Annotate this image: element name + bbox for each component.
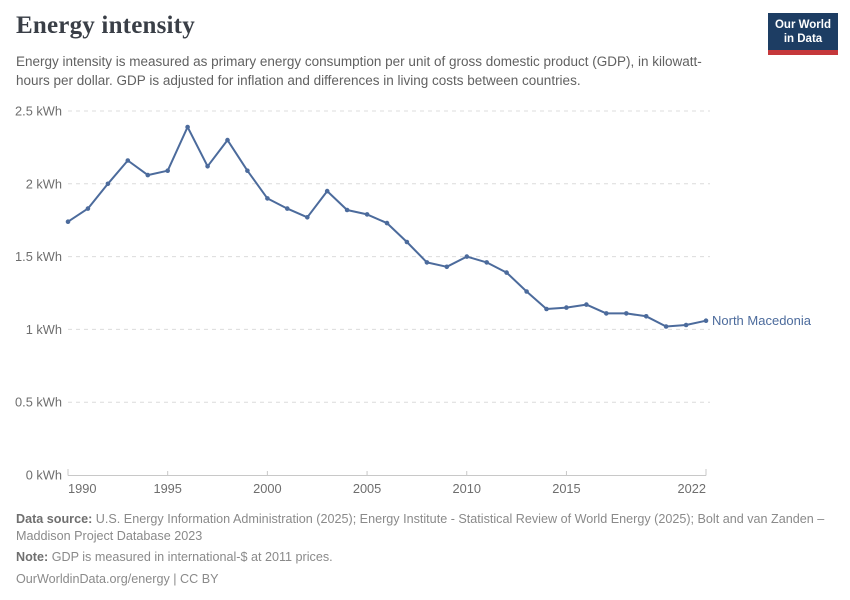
y-axis-tick-label: 0 kWh (26, 468, 62, 483)
data-source-label: Data source: (16, 512, 93, 526)
owid-url-link[interactable]: OurWorldinData.org/energy (16, 571, 170, 586)
note-label: Note: (16, 550, 49, 565)
x-axis-tick-label: 1995 (153, 481, 181, 496)
license-line: OurWorldinData.org/energy | CC BY (16, 571, 830, 588)
data-point[interactable] (285, 206, 290, 211)
note-text: GDP is measured in international-$ at 20… (51, 550, 333, 565)
data-point[interactable] (604, 311, 609, 316)
data-point[interactable] (484, 260, 490, 265)
data-point[interactable] (544, 306, 549, 312)
series-line[interactable] (67, 126, 707, 328)
license-separator: | (169, 571, 181, 586)
data-point[interactable] (185, 124, 190, 130)
data-point[interactable] (504, 270, 509, 275)
owid-logo-line1: Our World (774, 19, 831, 31)
data-point[interactable] (364, 212, 370, 217)
data-point[interactable] (643, 314, 649, 319)
data-point[interactable] (683, 322, 689, 328)
data-source-line: Data source: U.S. Energy Information Adm… (16, 511, 830, 544)
data-point[interactable] (205, 164, 210, 169)
x-axis-tick-label: 2010 (453, 481, 481, 496)
data-point[interactable] (85, 206, 91, 211)
x-axis-tick-label: 2005 (353, 481, 381, 496)
x-axis-tick-label: 2015 (552, 481, 580, 496)
y-axis-tick-label: 2 kWh (26, 176, 62, 191)
page-title: Energy intensity (16, 12, 195, 39)
x-axis-tick-label: 2000 (253, 481, 281, 496)
data-point[interactable] (344, 207, 350, 213)
data-point[interactable] (564, 305, 569, 310)
data-point[interactable] (444, 264, 450, 270)
x-axis-tick-label: 2022 (678, 481, 706, 496)
data-point[interactable] (65, 219, 71, 224)
owid-logo[interactable]: Our World in Data (768, 13, 838, 55)
data-point[interactable] (125, 158, 131, 163)
data-point[interactable] (584, 302, 589, 307)
y-axis-tick-label: 2.5 kWh (15, 104, 62, 119)
owid-logo-line2: in Data (783, 33, 823, 45)
data-point[interactable] (165, 168, 170, 173)
data-point[interactable] (703, 318, 709, 324)
data-point[interactable] (225, 137, 230, 143)
y-axis-tick-label: 1 kWh (26, 322, 62, 337)
data-point[interactable] (524, 289, 529, 294)
data-point[interactable] (265, 196, 270, 201)
data-point[interactable] (404, 239, 410, 245)
line-chart[interactable]: 0 kWh 0.5 kWh 1 kWh 1.5 kWh 2 kWh 2.5 kWh 1990… (0, 0, 850, 505)
data-point[interactable] (105, 181, 111, 187)
data-point[interactable] (663, 324, 669, 329)
data-point[interactable] (245, 168, 250, 173)
data-point[interactable] (384, 220, 390, 226)
data-point[interactable] (464, 254, 470, 259)
data-point[interactable] (324, 188, 330, 194)
x-axis-tick-label: 1990 (68, 481, 96, 496)
chart-footer: Data source: U.S. Energy Information Adm… (16, 511, 830, 592)
y-axis-tick-label: 1.5 kWh (15, 249, 62, 264)
data-point[interactable] (424, 260, 430, 265)
data-point[interactable] (624, 311, 629, 316)
y-axis-tick-label: 0.5 kWh (15, 395, 62, 410)
license-text: CC BY (180, 571, 219, 586)
chart-subtitle: Energy intensity is measured as primary … (16, 54, 702, 88)
note-line: Note: GDP is measured in international-$… (16, 549, 830, 566)
data-point[interactable] (145, 172, 151, 178)
data-point[interactable] (305, 215, 310, 220)
data-source-text: U.S. Energy Information Administration (… (16, 512, 825, 543)
series-label[interactable]: North Macedonia (712, 313, 812, 328)
